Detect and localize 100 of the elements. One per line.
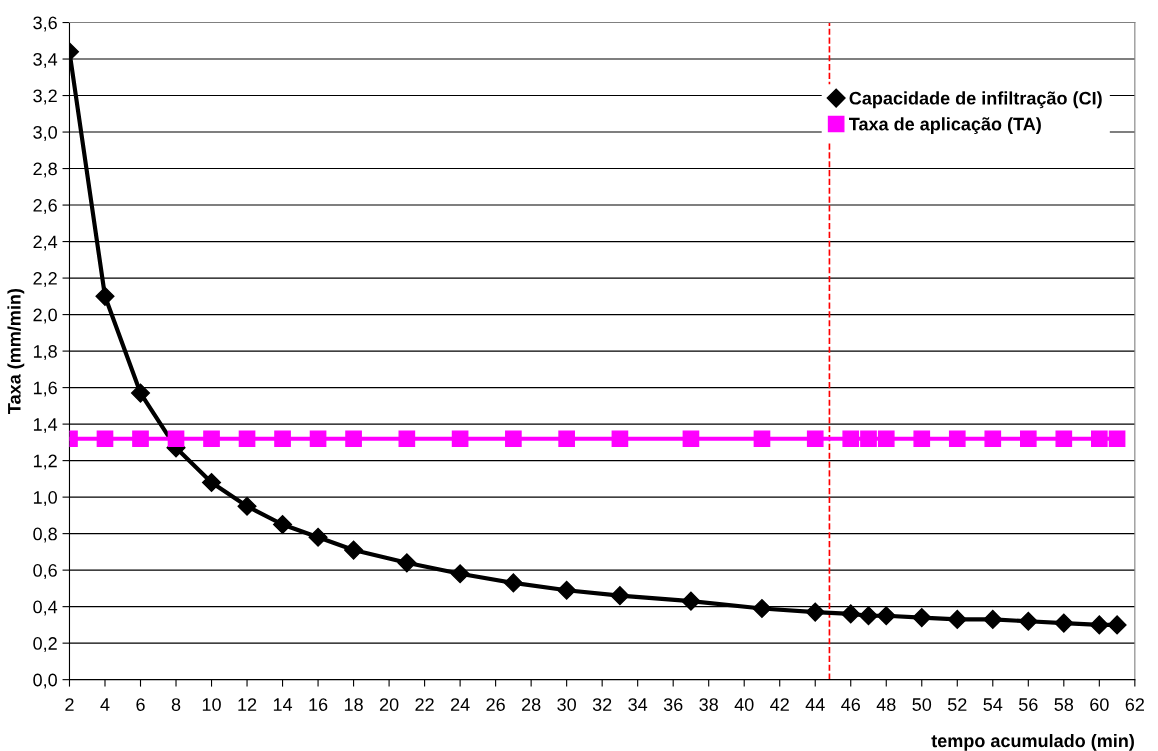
point — [273, 514, 293, 535]
point — [983, 609, 1003, 629]
y-tick-label: 2,8 — [33, 162, 57, 178]
point — [1018, 611, 1038, 631]
point — [344, 540, 364, 560]
point — [309, 430, 327, 448]
x-tick-label: 2 — [65, 698, 74, 711]
x-axis-title: tempo acumulado (min) — [931, 733, 1134, 751]
x-tick-label: 12 — [238, 698, 257, 711]
point — [451, 430, 469, 448]
point — [1089, 615, 1109, 635]
point — [842, 430, 860, 448]
point — [558, 430, 575, 448]
point — [1108, 430, 1126, 448]
point — [308, 527, 328, 547]
point — [876, 606, 896, 626]
y-tick-label: 3,6 — [33, 16, 57, 32]
point — [557, 580, 577, 600]
x-tick-label: 16 — [309, 698, 328, 711]
y-tick-label: 0,6 — [33, 564, 57, 579]
y-tick-label: 2,2 — [33, 272, 57, 287]
point — [841, 604, 861, 624]
point — [611, 430, 629, 448]
x-tick-label: 52 — [947, 698, 967, 711]
x-tick-label: 14 — [273, 698, 293, 711]
x-tick-label: 8 — [171, 698, 181, 711]
x-tick-label: 62 — [1125, 698, 1144, 711]
x-tick-label: 18 — [344, 698, 363, 711]
point — [610, 586, 630, 606]
point — [805, 602, 825, 622]
x-tick-label: 48 — [876, 698, 896, 711]
point — [753, 430, 771, 448]
point — [201, 472, 222, 493]
y-tick-label: 2,4 — [33, 235, 58, 251]
point — [947, 609, 967, 629]
point — [752, 598, 772, 619]
legend-label: Capacidade de infiltração (CI) — [849, 91, 1102, 109]
point — [858, 606, 879, 626]
point — [1107, 615, 1127, 635]
x-tick-label: 20 — [379, 698, 399, 711]
y-tick-label: 1,4 — [33, 418, 58, 433]
y-tick-label: 2,0 — [33, 308, 57, 324]
point — [682, 430, 700, 448]
y-tick-label: 3,2 — [33, 89, 57, 105]
x-tick-label: 44 — [805, 698, 825, 711]
x-tick-label: 4 — [100, 698, 110, 711]
y-tick-label: 1,0 — [33, 491, 57, 506]
x-tick-label: 10 — [202, 698, 221, 711]
y-tick-label: 0,8 — [33, 527, 57, 543]
point — [877, 430, 895, 448]
point — [203, 430, 220, 448]
y-axis-title: Taxa (mm/min) — [7, 288, 25, 414]
point — [398, 430, 416, 448]
y-tick-label: 1,2 — [33, 454, 57, 470]
x-tick-label: 30 — [557, 698, 576, 711]
y-tick-label: 0,0 — [33, 673, 57, 689]
point — [948, 430, 966, 448]
point — [912, 608, 932, 628]
x-tick-label: 28 — [522, 698, 541, 711]
y-tick-label: 1,8 — [33, 345, 57, 360]
point — [984, 430, 1002, 448]
y-tick-label: 0,2 — [33, 637, 57, 652]
point — [167, 430, 185, 448]
point — [1055, 430, 1073, 448]
point — [681, 591, 701, 611]
x-tick-label: 42 — [770, 698, 789, 711]
point — [274, 430, 291, 448]
point — [345, 430, 362, 448]
point — [132, 430, 149, 448]
x-tick-label: 54 — [983, 698, 1003, 711]
x-tick-label: 24 — [450, 698, 470, 711]
point — [130, 383, 151, 403]
x-tick-label: 56 — [1018, 698, 1038, 711]
point — [1090, 430, 1108, 448]
x-tick-label: 36 — [663, 698, 683, 711]
point — [860, 430, 877, 448]
legend-label: Taxa de aplicação (TA) — [849, 117, 1041, 135]
point — [913, 430, 931, 448]
x-tick-label: 38 — [699, 698, 718, 711]
point — [450, 564, 470, 584]
y-tick-label: 1,6 — [33, 381, 57, 397]
y-tick-label: 2,6 — [33, 199, 57, 214]
x-tick-label: 32 — [592, 698, 612, 711]
point — [505, 430, 522, 448]
y-tick-label: 0,4 — [33, 600, 58, 616]
point — [1019, 430, 1037, 448]
point — [237, 496, 257, 516]
y-tick-label: 3,4 — [33, 52, 58, 68]
x-tick-label: 34 — [628, 698, 648, 711]
x-tick-label: 40 — [734, 698, 754, 711]
x-tick-label: 26 — [486, 698, 505, 711]
x-tick-label: 46 — [841, 698, 860, 711]
y-tick-label: 3,0 — [33, 125, 57, 141]
point — [503, 573, 523, 593]
point — [397, 553, 417, 573]
point — [96, 430, 114, 448]
point — [1054, 613, 1074, 633]
x-tick-label: 6 — [136, 698, 145, 711]
x-tick-label: 60 — [1090, 698, 1109, 711]
x-tick-label: 58 — [1054, 698, 1074, 711]
